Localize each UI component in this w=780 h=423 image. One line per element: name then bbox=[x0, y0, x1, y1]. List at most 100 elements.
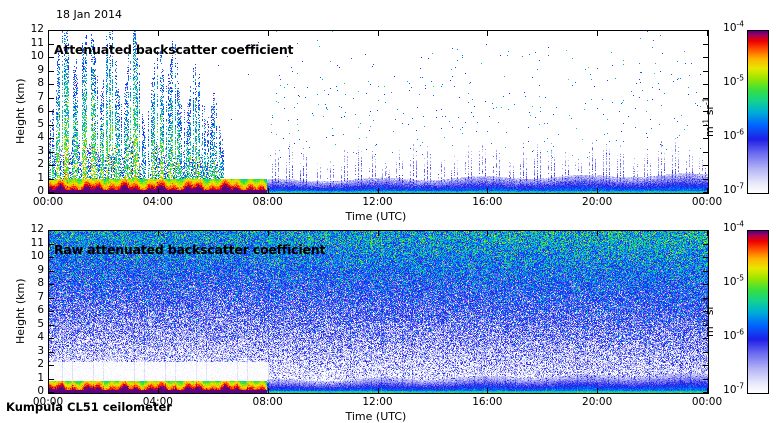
ytick-raw-attenuated-backscatter-1 bbox=[49, 379, 54, 380]
ytick-raw-attenuated-backscatter-7 bbox=[49, 298, 54, 299]
xtick-raw-attenuated-backscatter-4 bbox=[487, 388, 488, 393]
xtick-top-attenuated-backscatter-0 bbox=[48, 31, 49, 36]
ytick-attenuated-backscatter-8 bbox=[49, 84, 54, 85]
ytick-right-attenuated-backscatter-5 bbox=[703, 125, 708, 126]
ytick-label-attenuated-backscatter-3: 3 bbox=[37, 144, 44, 157]
xtick-label-raw-attenuated-backscatter-2: 08:00 bbox=[252, 396, 283, 408]
ytick-raw-attenuated-backscatter-3 bbox=[49, 352, 54, 353]
ytick-label-raw-attenuated-backscatter-2: 2 bbox=[37, 358, 44, 370]
xtick-label-raw-attenuated-backscatter-1: 04:00 bbox=[142, 396, 173, 408]
ytick-label-attenuated-backscatter-2: 2 bbox=[37, 158, 44, 170]
xtick-label-attenuated-backscatter-5: 20:00 bbox=[582, 196, 613, 208]
xtick-attenuated-backscatter-6 bbox=[707, 188, 708, 193]
xtick-top-raw-attenuated-backscatter-3 bbox=[378, 231, 379, 236]
ytick-label-raw-attenuated-backscatter-3: 3 bbox=[37, 344, 44, 357]
colorbar-tick-raw-attenuated-backscatter-0: 10-4 bbox=[723, 219, 744, 234]
xtick-top-raw-attenuated-backscatter-5 bbox=[597, 231, 598, 236]
ytick-label-attenuated-backscatter-9: 9 bbox=[37, 63, 44, 76]
yaxis-title-attenuated-backscatter: Height (km) bbox=[14, 78, 27, 144]
ytick-right-attenuated-backscatter-10 bbox=[703, 57, 708, 58]
xtick-attenuated-backscatter-3 bbox=[378, 188, 379, 193]
ytick-right-raw-attenuated-backscatter-11 bbox=[703, 244, 708, 245]
ytick-right-raw-attenuated-backscatter-5 bbox=[703, 325, 708, 326]
ytick-attenuated-backscatter-1 bbox=[49, 179, 54, 180]
ytick-label-raw-attenuated-backscatter-7: 7 bbox=[37, 290, 44, 303]
colorbar-tick-raw-attenuated-backscatter-1: 10-5 bbox=[723, 273, 744, 288]
ytick-right-attenuated-backscatter-7 bbox=[703, 98, 708, 99]
xtick-top-raw-attenuated-backscatter-4 bbox=[487, 231, 488, 236]
plot-frame-attenuated-backscatter bbox=[48, 30, 709, 194]
ytick-right-raw-attenuated-backscatter-12 bbox=[703, 230, 708, 231]
ytick-right-raw-attenuated-backscatter-2 bbox=[703, 365, 708, 366]
ytick-attenuated-backscatter-2 bbox=[49, 165, 54, 166]
xtick-raw-attenuated-backscatter-0 bbox=[48, 388, 49, 393]
ytick-label-raw-attenuated-backscatter-4: 4 bbox=[37, 331, 44, 343]
ytick-attenuated-backscatter-11 bbox=[49, 44, 54, 45]
panel-title-attenuated-backscatter: Attenuated backscatter coefficient bbox=[54, 42, 294, 57]
ytick-label-raw-attenuated-backscatter-0: 0 bbox=[37, 385, 44, 397]
xtick-label-attenuated-backscatter-6: 00:00 bbox=[691, 196, 723, 208]
xaxis-title-attenuated-backscatter: Time (UTC) bbox=[345, 210, 407, 223]
ytick-raw-attenuated-backscatter-9 bbox=[49, 271, 54, 272]
ytick-raw-attenuated-backscatter-4 bbox=[49, 338, 54, 339]
ytick-attenuated-backscatter-7 bbox=[49, 98, 54, 99]
ytick-attenuated-backscatter-6 bbox=[49, 111, 54, 112]
ytick-right-attenuated-backscatter-1 bbox=[703, 179, 708, 180]
ytick-right-attenuated-backscatter-6 bbox=[703, 111, 708, 112]
xtick-top-attenuated-backscatter-6 bbox=[707, 31, 708, 36]
ytick-label-raw-attenuated-backscatter-6: 6 bbox=[37, 304, 44, 316]
ytick-label-raw-attenuated-backscatter-1: 1 bbox=[37, 371, 44, 384]
ytick-right-raw-attenuated-backscatter-6 bbox=[703, 311, 708, 312]
ytick-raw-attenuated-backscatter-0 bbox=[49, 392, 54, 393]
ytick-attenuated-backscatter-4 bbox=[49, 138, 54, 139]
colorbar-label-attenuated-backscatter: m-1 sr-1 bbox=[701, 97, 716, 137]
xtick-label-raw-attenuated-backscatter-5: 20:00 bbox=[582, 396, 613, 408]
ytick-label-attenuated-backscatter-8: 8 bbox=[37, 77, 44, 89]
xtick-attenuated-backscatter-2 bbox=[268, 188, 269, 193]
xtick-attenuated-backscatter-5 bbox=[597, 188, 598, 193]
ytick-raw-attenuated-backscatter-12 bbox=[49, 230, 54, 231]
ytick-label-attenuated-backscatter-7: 7 bbox=[37, 90, 44, 103]
xtick-top-raw-attenuated-backscatter-6 bbox=[707, 231, 708, 236]
xaxis-title-raw-attenuated-backscatter: Time (UTC) bbox=[345, 410, 407, 423]
colorbar-tick-raw-attenuated-backscatter-2: 10-6 bbox=[723, 327, 744, 342]
ytick-right-raw-attenuated-backscatter-9 bbox=[703, 271, 708, 272]
yaxis-title-raw-attenuated-backscatter: Height (km) bbox=[14, 278, 27, 344]
ytick-right-raw-attenuated-backscatter-8 bbox=[703, 284, 708, 285]
colorbar-tick-attenuated-backscatter-3: 10-7 bbox=[723, 181, 744, 196]
colorbar-tick-attenuated-backscatter-1: 10-5 bbox=[723, 73, 744, 88]
ytick-raw-attenuated-backscatter-8 bbox=[49, 284, 54, 285]
colorbar-tick-attenuated-backscatter-2: 10-6 bbox=[723, 127, 744, 142]
ytick-right-attenuated-backscatter-12 bbox=[703, 30, 708, 31]
xtick-label-raw-attenuated-backscatter-4: 16:00 bbox=[472, 396, 503, 408]
colorbar-gradient-attenuated-backscatter bbox=[748, 31, 768, 193]
ytick-label-attenuated-backscatter-6: 6 bbox=[37, 104, 44, 116]
colorbar-frame-raw-attenuated-backscatter bbox=[747, 230, 769, 394]
ytick-right-raw-attenuated-backscatter-4 bbox=[703, 338, 708, 339]
xtick-top-raw-attenuated-backscatter-1 bbox=[158, 231, 159, 236]
xtick-label-raw-attenuated-backscatter-3: 12:00 bbox=[362, 396, 393, 408]
ytick-raw-attenuated-backscatter-2 bbox=[49, 365, 54, 366]
ytick-label-raw-attenuated-backscatter-8: 8 bbox=[37, 277, 44, 289]
colorbar-frame-attenuated-backscatter bbox=[747, 30, 769, 194]
ytick-right-attenuated-backscatter-3 bbox=[703, 152, 708, 153]
ytick-right-attenuated-backscatter-11 bbox=[703, 44, 708, 45]
xtick-label-raw-attenuated-backscatter-0: 00:00 bbox=[32, 396, 64, 408]
xtick-label-attenuated-backscatter-4: 16:00 bbox=[472, 196, 503, 208]
xtick-raw-attenuated-backscatter-6 bbox=[707, 388, 708, 393]
ytick-raw-attenuated-backscatter-11 bbox=[49, 244, 54, 245]
xtick-attenuated-backscatter-0 bbox=[48, 188, 49, 193]
ytick-right-attenuated-backscatter-8 bbox=[703, 84, 708, 85]
xtick-top-attenuated-backscatter-4 bbox=[487, 31, 488, 36]
ytick-raw-attenuated-backscatter-10 bbox=[49, 257, 54, 258]
colorbar-gradient-raw-attenuated-backscatter bbox=[748, 231, 768, 393]
xtick-top-raw-attenuated-backscatter-2 bbox=[268, 231, 269, 236]
xtick-raw-attenuated-backscatter-1 bbox=[158, 388, 159, 393]
panel-title-raw-attenuated-backscatter: Raw attenuated backscatter coefficient bbox=[54, 242, 326, 257]
xtick-top-attenuated-backscatter-5 bbox=[597, 31, 598, 36]
date-label: 18 Jan 2014 bbox=[56, 8, 122, 21]
ytick-label-raw-attenuated-backscatter-12: 12 bbox=[30, 223, 44, 235]
ytick-attenuated-backscatter-10 bbox=[49, 57, 54, 58]
ytick-label-attenuated-backscatter-0: 0 bbox=[37, 185, 44, 197]
ytick-right-attenuated-backscatter-2 bbox=[703, 165, 708, 166]
